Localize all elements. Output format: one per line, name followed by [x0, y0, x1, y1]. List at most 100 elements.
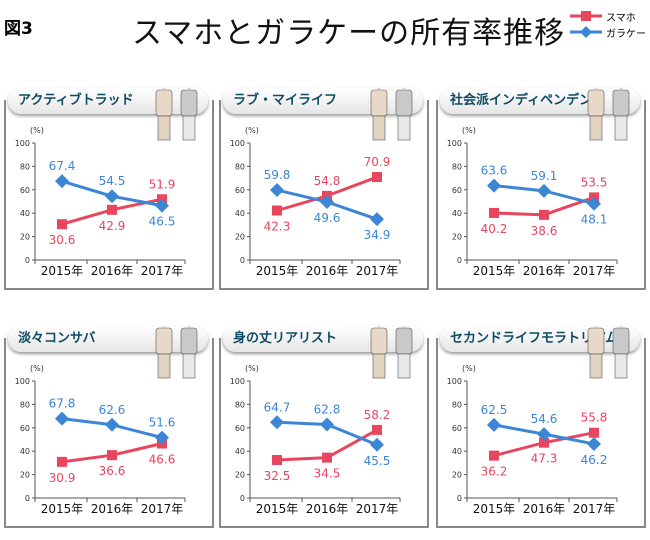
x-tick-label: 2017年: [356, 502, 399, 516]
y-axis-unit: (%): [30, 126, 44, 135]
data-point-diamond: [587, 436, 601, 451]
data-label: 34.9: [364, 228, 391, 242]
chart-plot: (%) 0 20 40 60 80 100 2015年 2016年 2017年 36.2 47.3 55…: [447, 326, 630, 516]
person-legs-icon: [397, 115, 411, 141]
y-tick-label: 40: [235, 447, 245, 456]
people-illustration-icon: [155, 326, 198, 379]
y-tick-label: 60: [452, 424, 462, 433]
data-point-diamond: [587, 196, 601, 211]
person-body-icon: [612, 327, 630, 355]
data-point-square: [57, 219, 67, 230]
y-tick-label: 20: [20, 471, 30, 480]
data-point-diamond: [105, 417, 119, 432]
data-point-square: [539, 437, 549, 448]
legend-item-feature-phone: ガラケー: [570, 24, 646, 40]
person-body-icon: [612, 89, 630, 117]
chart-plot: (%) 0 20 40 60 80 100 2015年 2016年 2017年 40.2 38.6 53…: [447, 88, 630, 278]
data-label: 51.9: [149, 177, 176, 191]
data-point-square: [539, 209, 549, 220]
data-label: 32.5: [264, 469, 291, 483]
data-label: 54.5: [99, 174, 126, 188]
legend-label: ガラケー: [606, 28, 646, 40]
y-tick-label: 80: [452, 162, 462, 171]
x-tick-label: 2016年: [91, 264, 134, 278]
y-tick-label: 20: [452, 233, 462, 242]
x-tick-label: 2016年: [91, 502, 134, 516]
chart-panel: 身の丈リアリスト (%) 0 20 40 60 80 100 2015年 2016年 2017年 32…: [219, 326, 429, 528]
x-tick-label: 2015年: [256, 502, 299, 516]
person-legs-icon: [397, 353, 411, 379]
data-point-square: [107, 204, 117, 215]
chart-panel: 淡々コンサバ (%) 0 20 40 60 80 100 2015年 2016年 2017年 30.9…: [4, 326, 214, 528]
x-tick-label: 2015年: [41, 264, 84, 278]
y-tick-label: 60: [20, 424, 30, 433]
y-tick-label: 40: [20, 447, 30, 456]
people-illustration-icon: [587, 88, 630, 141]
x-tick-label: 2017年: [141, 264, 184, 278]
chart-panel: アクティブトラッド (%) 0 20 40 60 80 100 2015年 2016年 2017年 3…: [4, 88, 214, 290]
people-illustration-icon: [370, 88, 413, 141]
panel-title: ラブ・マイライフ: [223, 88, 423, 114]
y-tick-label: 80: [20, 400, 30, 409]
panel-title: 淡々コンサバ: [8, 326, 208, 352]
y-tick-label: 80: [235, 400, 245, 409]
data-point-square: [272, 205, 282, 216]
y-tick-label: 0: [25, 494, 30, 503]
data-label: 30.6: [49, 233, 76, 247]
data-label: 64.7: [264, 400, 291, 414]
y-tick-label: 0: [240, 256, 245, 265]
chart-title: スマホとガラケーの所有率推移: [132, 16, 566, 51]
y-tick-label: 100: [447, 377, 462, 386]
data-point-diamond: [537, 183, 551, 198]
y-tick-label: 20: [20, 233, 30, 242]
y-axis-unit: (%): [245, 364, 259, 373]
data-point-diamond: [487, 178, 501, 193]
data-label: 42.3: [264, 220, 291, 234]
person-legs-icon: [589, 353, 603, 379]
person-body-icon: [395, 327, 413, 355]
chart-plot: (%) 0 20 40 60 80 100 2015年 2016年 2017年 32.5 34.5 58…: [230, 326, 413, 516]
data-point-diamond: [270, 183, 284, 198]
legend-item-smartphone: スマホ: [570, 8, 646, 24]
y-axis-unit: (%): [462, 126, 476, 135]
panel-title: 身の丈リアリスト: [223, 326, 423, 352]
data-point-diamond: [370, 212, 384, 227]
data-point-square: [322, 452, 332, 463]
y-axis-unit: (%): [30, 364, 44, 373]
data-label: 59.1: [531, 169, 558, 183]
data-label: 30.9: [49, 471, 76, 485]
people-illustration-icon: [587, 326, 630, 379]
data-label: 62.6: [99, 403, 126, 417]
chart-plot: (%) 0 20 40 60 80 100 2015年 2016年 2017年 30.6 42.9 51…: [15, 88, 198, 278]
data-label: 47.3: [531, 452, 558, 466]
data-label: 54.8: [314, 174, 341, 188]
y-tick-label: 0: [457, 494, 462, 503]
data-label: 40.2: [481, 222, 508, 236]
panel-title: アクティブトラッド: [8, 88, 208, 114]
data-label: 70.9: [364, 155, 391, 169]
x-tick-label: 2016年: [523, 502, 566, 516]
data-label: 58.2: [364, 408, 391, 422]
data-label: 62.5: [481, 403, 508, 417]
data-point-square: [489, 450, 499, 461]
data-point-diamond: [320, 417, 334, 432]
data-point-diamond: [270, 415, 284, 430]
person-body-icon: [180, 327, 198, 355]
data-point-square: [489, 207, 499, 218]
person-legs-icon: [372, 353, 386, 379]
x-tick-label: 2016年: [306, 264, 349, 278]
data-point-diamond: [537, 427, 551, 442]
y-tick-label: 40: [452, 209, 462, 218]
figure-label: 図3: [4, 19, 33, 39]
y-tick-label: 100: [230, 377, 245, 386]
person-legs-icon: [182, 115, 196, 141]
data-label: 67.4: [49, 159, 76, 173]
y-tick-label: 40: [452, 447, 462, 456]
person-body-icon: [155, 89, 173, 117]
data-label: 46.2: [581, 453, 608, 467]
y-tick-label: 60: [235, 186, 245, 195]
x-tick-label: 2015年: [256, 264, 299, 278]
data-point-square: [372, 172, 382, 183]
data-label: 36.2: [481, 465, 508, 479]
x-tick-label: 2016年: [523, 264, 566, 278]
